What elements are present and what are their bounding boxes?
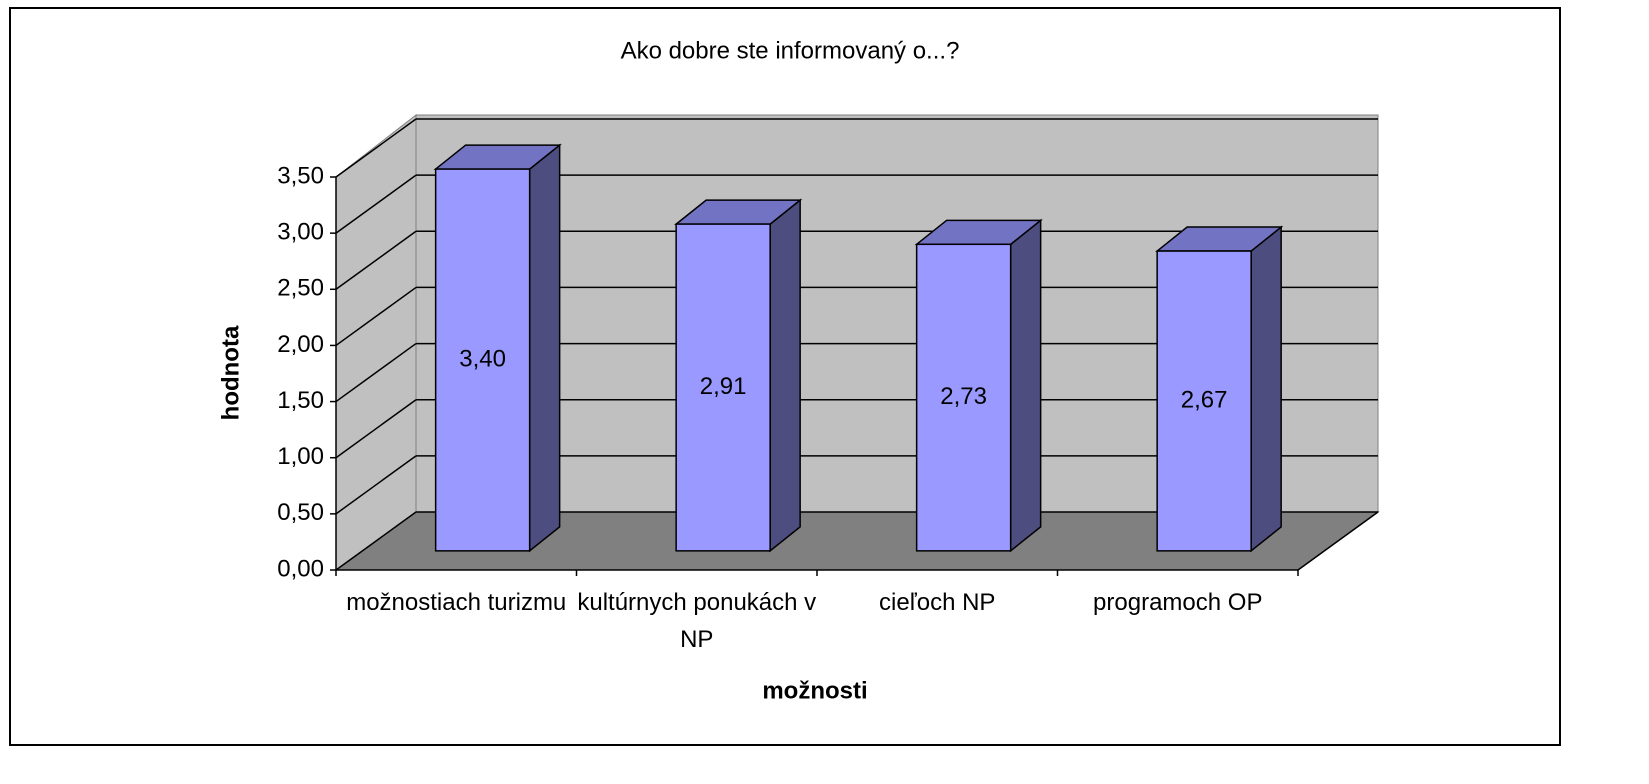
bar (434, 168, 531, 552)
grid-line (335, 230, 417, 290)
x-tick-label-box: možnostiach turizmu (346, 589, 567, 616)
y-tick-label: 2,50 (277, 275, 324, 302)
value-label: 2,73 (940, 383, 987, 410)
y-tick-label: 1,50 (277, 387, 324, 414)
bar (915, 243, 1012, 552)
grid-line (335, 174, 417, 234)
value-label: 2,91 (700, 373, 747, 400)
chart-title: Ako dobre ste informovaný o...? (621, 37, 960, 64)
x-tick-label: cieľoch NP (879, 589, 996, 616)
floor-edge (1297, 511, 1379, 571)
grid-line (335, 342, 417, 403)
x-tick-label-box: kultúrnych ponukách v NP (577, 589, 817, 653)
x-axis-label: možnosti (762, 677, 867, 704)
x-tick-label: možnostiach turizmu (346, 589, 567, 616)
bar-side (528, 143, 561, 553)
value-label: 2,67 (1181, 386, 1228, 413)
bar (675, 223, 771, 552)
bar-side (1009, 218, 1042, 553)
grid-line (335, 399, 417, 459)
y-tick-label: 3,00 (277, 218, 324, 245)
grid-line (335, 286, 417, 347)
y-tick-label: 0,00 (277, 555, 324, 582)
x-tick-label: programoch OP (1093, 589, 1263, 616)
y-tick-label: 1,00 (277, 443, 324, 470)
y-tick-label: 0,50 (277, 499, 324, 526)
bar (1156, 250, 1252, 552)
x-tick-label-box: cieľoch NP (879, 589, 996, 616)
grid-line (335, 455, 417, 515)
bar-side (769, 198, 801, 553)
y-tick-label: 3,50 (277, 162, 324, 189)
x-tick-label-box: programoch OP (1093, 589, 1263, 616)
grid-line (335, 511, 417, 571)
y-axis-label: hodnota (217, 325, 244, 420)
x-tick-label: kultúrnych ponukách v NP (577, 589, 817, 653)
grid-line (335, 118, 417, 178)
bar-side (1250, 225, 1282, 553)
y-tick-label: 2,00 (277, 331, 324, 358)
value-label: 3,40 (459, 345, 506, 372)
